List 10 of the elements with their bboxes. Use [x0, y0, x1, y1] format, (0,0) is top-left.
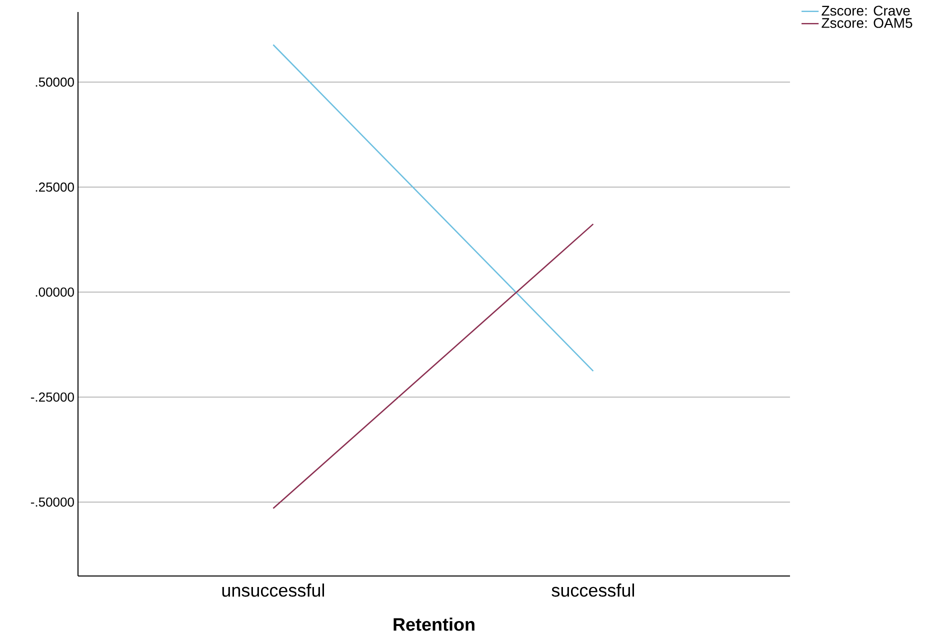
y-tick-label: -.25000	[30, 392, 74, 402]
y-tick-label: .50000	[36, 78, 74, 87]
legend-label: Zscore: OAM5	[822, 18, 912, 28]
legend-label: Zscore: Crave	[822, 6, 910, 16]
x-axis-title: Retention	[394, 618, 474, 631]
x-tick-label: successful	[552, 584, 634, 597]
y-tick-label: .00000	[36, 288, 74, 297]
y-tick-label: -.50000	[30, 497, 74, 507]
y-tick-label: .25000	[36, 182, 74, 192]
x-tick-label: unsuccessful	[222, 584, 324, 597]
